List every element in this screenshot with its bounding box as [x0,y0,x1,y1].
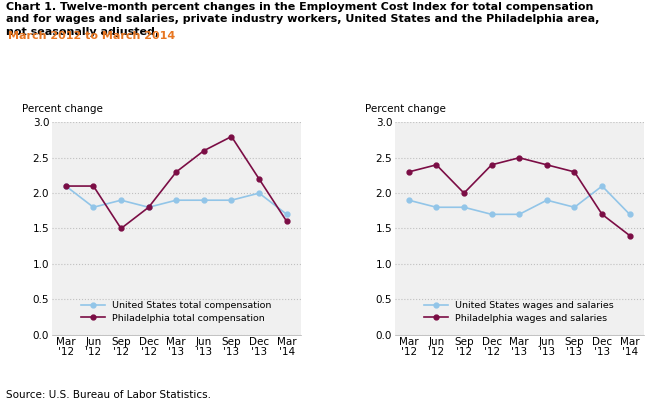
United States total compensation [172,198,180,203]
Philadelphia total compensation [117,226,125,231]
Philadelphia wages and salaries [626,233,634,238]
Line: Philadelphia total compensation: Philadelphia total compensation [64,134,289,231]
United States total compensation [90,205,97,210]
United States wages and salaries [460,205,468,210]
United States wages and salaries [405,198,413,203]
United States total compensation [62,184,70,188]
Line: United States wages and salaries: United States wages and salaries [406,184,632,217]
Philadelphia wages and salaries [488,162,495,167]
United States wages and salaries [626,212,634,217]
United States wages and salaries [543,198,551,203]
Philadelphia wages and salaries [543,162,551,167]
United States wages and salaries [432,205,440,210]
Line: Philadelphia wages and salaries: Philadelphia wages and salaries [406,155,632,238]
United States wages and salaries [515,212,523,217]
Philadelphia wages and salaries [571,169,578,174]
United States total compensation [283,212,291,217]
Text: Percent change: Percent change [365,104,446,114]
Philadelphia wages and salaries [432,162,440,167]
Philadelphia wages and salaries [460,191,468,195]
Philadelphia total compensation [227,134,235,139]
Legend: United States wages and salaries, Philadelphia wages and salaries: United States wages and salaries, Philad… [421,298,617,326]
Philadelphia total compensation [255,177,263,182]
Text: Chart 1. Twelve-month percent changes in the Employment Cost Index for total com: Chart 1. Twelve-month percent changes in… [6,2,600,37]
United States total compensation [117,198,125,203]
United States wages and salaries [488,212,495,217]
Philadelphia total compensation [172,169,180,174]
Philadelphia total compensation [200,148,208,153]
Legend: United States total compensation, Philadelphia total compensation: United States total compensation, Philad… [78,298,274,326]
United States wages and salaries [571,205,578,210]
Philadelphia total compensation [62,184,70,188]
United States total compensation [227,198,235,203]
Philadelphia total compensation [145,205,153,210]
Philadelphia total compensation [283,219,291,224]
Text: Percent change: Percent change [22,104,103,114]
United States total compensation [255,191,263,195]
United States wages and salaries [598,184,606,188]
Line: United States total compensation: United States total compensation [64,184,289,217]
United States total compensation [200,198,208,203]
Philadelphia wages and salaries [515,155,523,160]
United States total compensation [145,205,153,210]
Text: March 2012 to March 2014: March 2012 to March 2014 [8,31,175,41]
Philadelphia wages and salaries [598,212,606,217]
Philadelphia wages and salaries [405,169,413,174]
Text: Source: U.S. Bureau of Labor Statistics.: Source: U.S. Bureau of Labor Statistics. [6,390,211,400]
Philadelphia total compensation [90,184,97,188]
